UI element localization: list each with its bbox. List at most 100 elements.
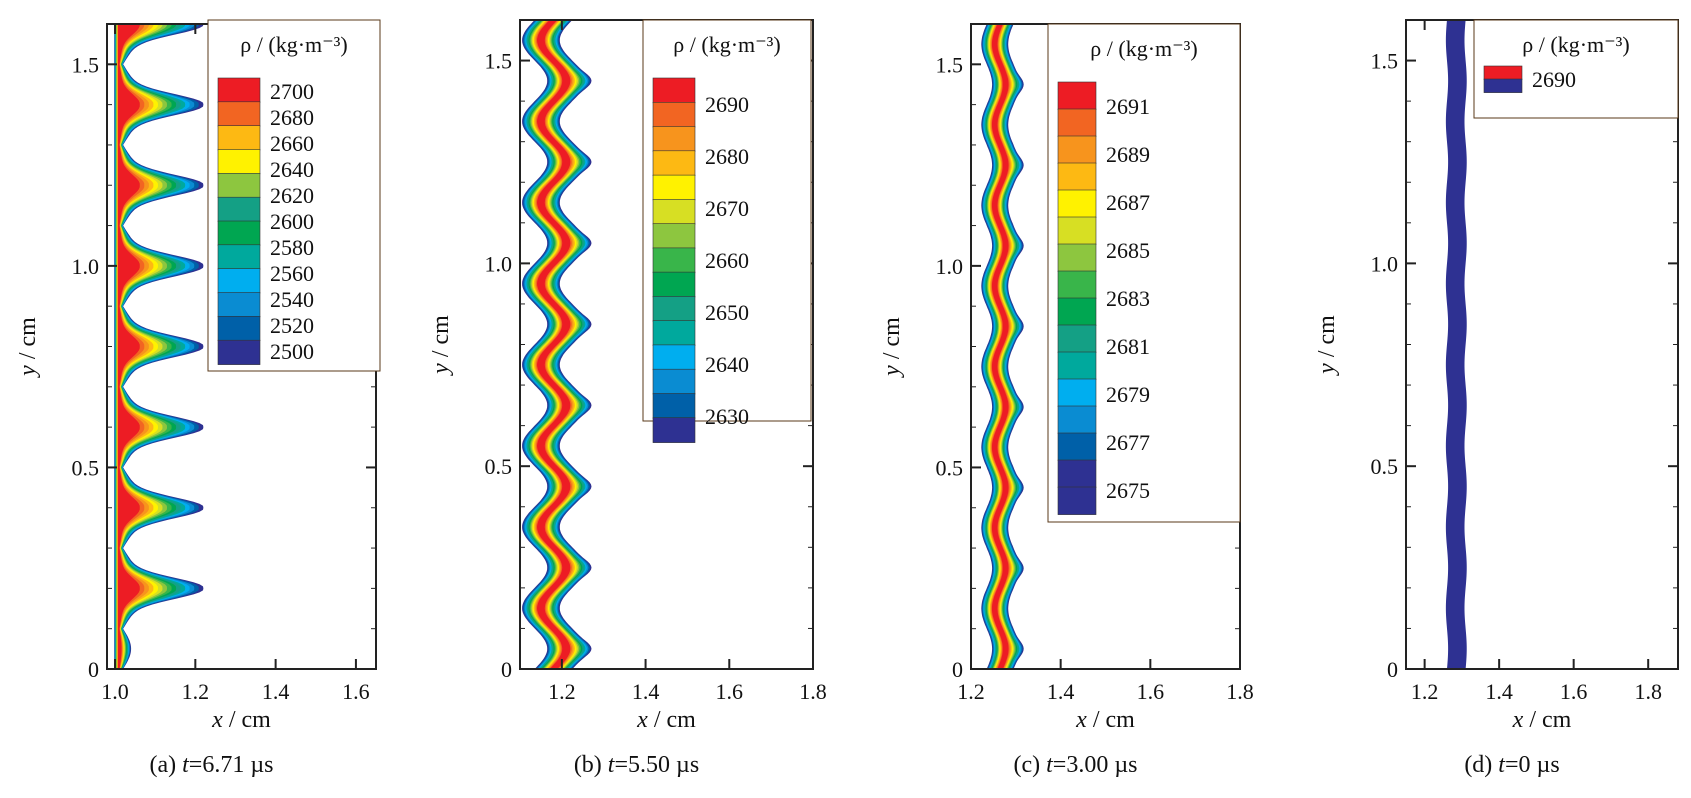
- legend-label: 2681: [1106, 334, 1150, 359]
- panel-b: 1.2 1.4 1.6 1.800.51.01.5x / cmy / cm(b) t=…: [428, 19, 827, 778]
- x-axis-label-unit: / cm: [1087, 707, 1135, 733]
- legend-label: 2680: [705, 144, 749, 169]
- legend-swatch: [217, 196, 261, 222]
- legend-swatch: [652, 126, 696, 152]
- legend-swatch: [1057, 270, 1097, 299]
- legend-swatch: [217, 220, 261, 246]
- caption-prefix: (c): [1013, 752, 1046, 778]
- legend-swatch: [1057, 135, 1097, 164]
- y-tick-label: 1.5: [485, 49, 513, 74]
- x-tick-label: 1.6: [1560, 679, 1588, 704]
- y-tick-label: 0: [1387, 657, 1398, 682]
- y-tick-label: 1.0: [1371, 251, 1399, 276]
- y-axis-label-var: y: [428, 363, 454, 376]
- y-tick-label: 0.5: [72, 455, 100, 480]
- legend-label: 2691: [1106, 94, 1150, 119]
- legend-swatch: [652, 344, 696, 371]
- density-field: [1445, 20, 1467, 669]
- y-tick-label: 0: [501, 657, 512, 682]
- legend-swatch: [1057, 243, 1097, 272]
- legend-swatch: [1057, 216, 1097, 245]
- x-tick-label: 1.6: [1137, 679, 1165, 704]
- legend-label: 2620: [270, 183, 314, 208]
- legend-swatch: [1483, 78, 1523, 93]
- legend-swatch: [1057, 486, 1097, 515]
- legend-swatch: [217, 315, 261, 341]
- legend: ρ / (kg·m⁻³) 2700268026602640262026002580…: [207, 19, 381, 372]
- x-axis-label-unit: / cm: [1523, 707, 1571, 733]
- y-tick-label: 1.5: [72, 52, 100, 77]
- legend-swatch: [652, 247, 696, 274]
- density-field: [981, 24, 1024, 669]
- y-tick-label: 0.5: [936, 455, 964, 480]
- x-tick-label: 1.2: [957, 679, 985, 704]
- legend-swatch: [652, 174, 696, 201]
- legend-swatch: [652, 77, 696, 104]
- legend-swatch: [217, 173, 261, 199]
- caption-var: t: [1046, 752, 1054, 778]
- legend-label: 2680: [270, 105, 314, 130]
- legend-swatch: [652, 320, 696, 346]
- legend-swatch: [652, 271, 696, 298]
- y-axis-label: y / cm: [879, 317, 905, 378]
- panel-caption: (b) t=5.50 µs: [574, 752, 699, 778]
- legend-swatch: [217, 339, 261, 365]
- y-tick-label: 0: [952, 657, 963, 682]
- caption-var: t: [608, 752, 616, 778]
- legend-swatch: [217, 149, 261, 175]
- legend-swatch: [652, 296, 696, 322]
- legend-label: 2670: [705, 196, 749, 221]
- legend-swatch: [217, 244, 261, 270]
- legend: ρ / (kg·m⁻³) 2691 2689 2687 2685 2683 2681 2679…: [1047, 23, 1241, 523]
- y-axis-label-unit: / cm: [1314, 315, 1340, 363]
- panel-c: 1.2 1.4 1.6 1.800.51.01.5x / cmy / cm(c) t=…: [879, 23, 1254, 778]
- y-axis-label-unit: / cm: [879, 317, 905, 365]
- x-axis-label-var: x: [1512, 707, 1524, 733]
- x-tick-label: 1.8: [799, 679, 827, 704]
- panel-a: 1.0 1.2 1.4 1.600.51.01.5x / cmy / cm(a) t=…: [15, 19, 381, 778]
- legend-swatch: [217, 268, 261, 294]
- caption-prefix: (b): [574, 752, 608, 778]
- y-tick-label: 1.0: [936, 254, 964, 279]
- x-tick-label: 1.0: [101, 679, 129, 704]
- x-tick-label: 1.4: [1485, 679, 1513, 704]
- y-tick-label: 1.5: [936, 52, 964, 77]
- legend-swatch: [1057, 459, 1097, 488]
- density-band: [1445, 20, 1467, 669]
- legend-swatch: [1057, 432, 1097, 461]
- caption-var: t: [1498, 752, 1506, 778]
- legend-label: 2675: [1106, 478, 1150, 503]
- y-tick-label: 1.0: [485, 251, 513, 276]
- legend-swatch: [1057, 162, 1097, 191]
- legend-swatch: [1057, 297, 1097, 326]
- legend: ρ / (kg·m⁻³) 2690 2680 2670 2660 2650 2640 2630: [642, 19, 812, 443]
- caption-value: =6.71 µs: [189, 752, 274, 778]
- legend: ρ / (kg·m⁻³) 2690: [1473, 19, 1679, 119]
- x-tick-label: 1.4: [262, 679, 290, 704]
- legend-label: 2640: [705, 352, 749, 377]
- y-axis-label: y / cm: [15, 317, 41, 378]
- contour-level-15: [118, 24, 140, 669]
- y-tick-label: 0.5: [1371, 454, 1399, 479]
- legend-label: 2679: [1106, 382, 1150, 407]
- x-axis-label: x / cm: [1512, 707, 1572, 733]
- legend-swatch: [1057, 351, 1097, 380]
- legend-label: 2600: [270, 209, 314, 234]
- legend-swatch: [1057, 378, 1097, 407]
- legend-swatch: [652, 417, 696, 443]
- y-tick-label: 0: [88, 657, 99, 682]
- density-field: [114, 24, 204, 669]
- y-axis-label-var: y: [1314, 363, 1340, 376]
- legend-swatch: [217, 77, 261, 103]
- legend-label: 2520: [270, 313, 314, 338]
- legend-title: ρ / (kg·m⁻³): [240, 32, 347, 57]
- x-axis-label-var: x: [636, 707, 648, 733]
- x-axis-label-var: x: [211, 707, 223, 733]
- legend-swatch: [652, 393, 696, 419]
- x-tick-label: 1.6: [716, 679, 744, 704]
- legend-swatch: [1057, 405, 1097, 434]
- legend-swatch: [652, 102, 696, 128]
- caption-var: t: [182, 752, 190, 778]
- legend-swatch: [1057, 324, 1097, 353]
